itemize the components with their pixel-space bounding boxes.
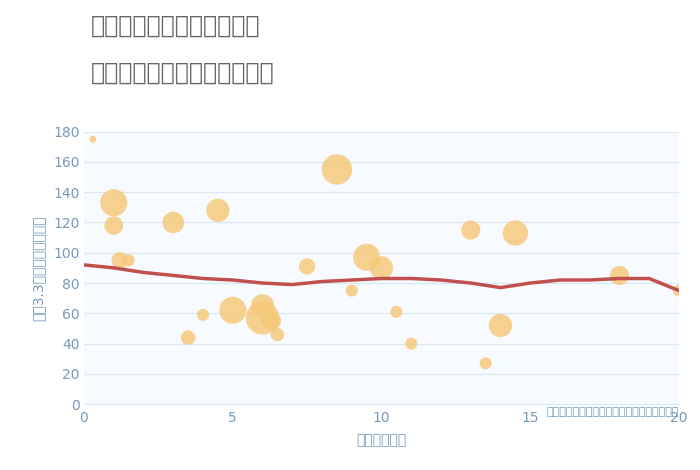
Point [266, 317, 277, 325]
Point [183, 334, 194, 341]
Point [227, 306, 238, 314]
Point [673, 287, 685, 294]
Point [465, 226, 476, 234]
Point [263, 314, 274, 321]
Point [197, 311, 209, 319]
Point [346, 287, 357, 294]
Point [88, 135, 99, 143]
Text: 駅距離別中古マンション価格: 駅距離別中古マンション価格 [91, 61, 274, 85]
X-axis label: 駅距離（分）: 駅距離（分） [356, 433, 407, 447]
Y-axis label: 坪（3.3㎡）単価（万円）: 坪（3.3㎡）単価（万円） [31, 215, 45, 321]
Text: 円の大きさは、取引のあった物件面積を示す: 円の大きさは、取引のあった物件面積を示す [547, 407, 679, 417]
Text: 大阪府堺市堺区大仙西町の: 大阪府堺市堺区大仙西町の [91, 14, 260, 38]
Point [108, 222, 119, 229]
Point [495, 321, 506, 329]
Point [614, 272, 625, 279]
Point [108, 199, 119, 206]
Point [302, 263, 313, 270]
Point [168, 219, 179, 226]
Point [361, 253, 372, 261]
Point [272, 331, 283, 338]
Point [123, 257, 134, 264]
Point [406, 340, 417, 347]
Point [391, 308, 402, 315]
Point [376, 264, 387, 272]
Point [331, 166, 342, 173]
Point [510, 229, 521, 237]
Point [212, 207, 223, 214]
Point [257, 302, 268, 310]
Point [114, 257, 125, 264]
Point [257, 314, 268, 321]
Point [480, 360, 491, 367]
